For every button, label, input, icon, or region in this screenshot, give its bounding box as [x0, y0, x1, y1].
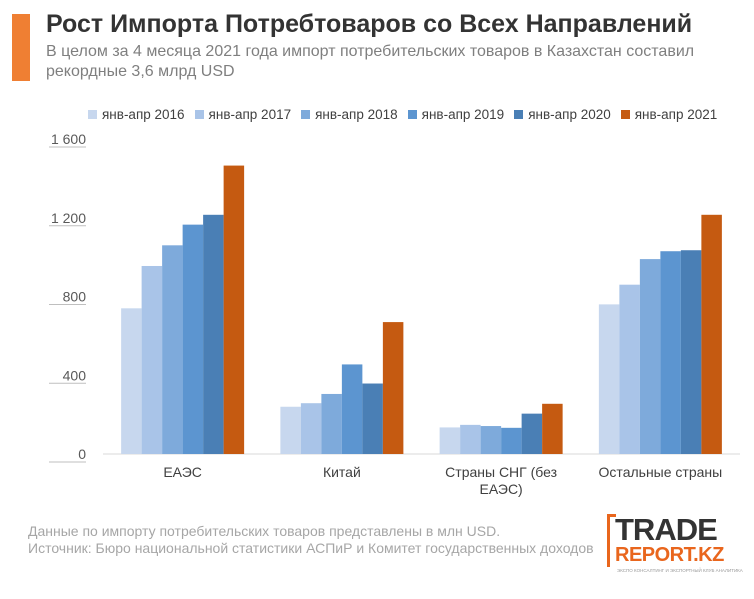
- y-tick-label: 1 600: [51, 131, 86, 147]
- bar: [382, 322, 404, 454]
- legend-label: янв-апр 2021: [634, 107, 718, 122]
- x-category-label: Остальные страны: [599, 464, 723, 480]
- bar: [341, 364, 363, 454]
- y-tick-label: 400: [63, 367, 87, 383]
- y-tick-label: 800: [63, 289, 87, 305]
- bar: [223, 165, 245, 454]
- legend-item: янв-апр 2016: [88, 107, 185, 122]
- x-category-label: ЕАЭС: [163, 464, 202, 480]
- bar: [639, 259, 661, 454]
- bar: [480, 426, 502, 454]
- logo-tagline: ЭКСПО КОНСАЛТИНГ И ЭКСПОРТНЫЙ КЛУБ АНАЛИ…: [617, 568, 743, 573]
- legend-swatch: [194, 110, 204, 119]
- y-tick-label: 1 200: [51, 210, 86, 226]
- legend-label: янв-апр 2016: [102, 107, 185, 122]
- legend-swatch: [620, 110, 630, 119]
- legend-swatch: [301, 110, 311, 119]
- chart-title: Рост Импорта Потребтоваров со Всех Напра…: [46, 10, 693, 38]
- legend-swatch: [407, 110, 417, 119]
- accent-bar: [12, 14, 30, 81]
- bar: [660, 251, 681, 454]
- bar-chart: 0 400 800 1 200 1 600 ЕАЭС Китай Страны СНГ (бе…: [49, 131, 740, 497]
- bar: [362, 383, 383, 454]
- legend-label: янв-апр 2019: [421, 107, 505, 122]
- legend-label: янв-апр 2018: [315, 107, 398, 122]
- legend-item: янв-апр 2019: [407, 107, 505, 122]
- footnote: Данные по импорту потребительских товаро…: [28, 523, 598, 557]
- bar: [203, 214, 224, 454]
- source-note: Источник: Бюро национальной статистики А…: [28, 540, 594, 556]
- bar: [701, 214, 722, 454]
- legend-item: янв-апр 2018: [301, 107, 398, 122]
- legend-item: янв-апр 2021: [620, 107, 718, 122]
- units-note: Данные по импорту потребительских товаро…: [28, 523, 501, 539]
- bar: [162, 245, 183, 454]
- x-category-label: Страны СНГ (без ЕАЭС): [445, 464, 557, 497]
- bar: [542, 403, 563, 454]
- bar: [121, 308, 142, 454]
- bar: [598, 304, 620, 454]
- bar: [300, 403, 322, 454]
- chart-subtitle: В целом за 4 месяца 2021 года импорт пот…: [46, 43, 695, 80]
- logo-word-report: REPORT.KZ: [615, 544, 724, 566]
- legend-item: янв-апр 2017: [194, 107, 292, 122]
- bar: [182, 224, 204, 454]
- bar: [521, 413, 543, 454]
- y-tick-label: 0: [78, 446, 86, 462]
- bar: [619, 284, 640, 454]
- x-category-label: Китай: [323, 464, 361, 480]
- legend-item: янв-апр 2020: [514, 107, 611, 122]
- chart-legend: янв-апр 2016 янв-апр 2017 янв-апр 2018 янв-…: [88, 107, 717, 122]
- legend-swatch: [514, 110, 524, 119]
- logo-word-trade: TRADE: [615, 512, 718, 547]
- legend-swatch: [88, 110, 97, 119]
- bar: [280, 406, 301, 454]
- bar: [141, 265, 163, 454]
- bar: [501, 427, 522, 454]
- trade-report-logo: TRADE REPORT.KZ ЭКСПО КОНСАЛТИНГ И ЭКСПО…: [607, 512, 743, 582]
- legend-label: янв-апр 2017: [208, 107, 292, 122]
- bar: [680, 250, 702, 454]
- bar: [439, 427, 461, 454]
- legend-label: янв-апр 2020: [528, 107, 611, 122]
- logo-corner-mark: [607, 514, 616, 567]
- bar: [460, 424, 481, 454]
- bar: [321, 393, 342, 454]
